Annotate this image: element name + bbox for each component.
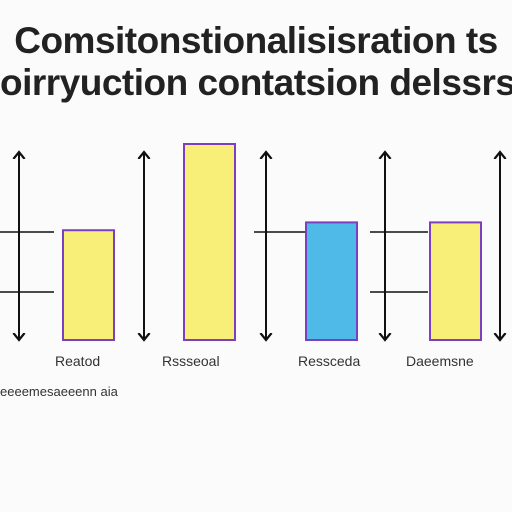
category-label-3: Ressceda bbox=[298, 353, 360, 369]
bar-series bbox=[63, 144, 481, 340]
category-label-2: Rssseoal bbox=[162, 353, 220, 369]
category-ticks: Reatod Rssseoal Ressceda Daeemsne bbox=[55, 353, 474, 369]
category-label-1: Reatod bbox=[55, 353, 100, 369]
chart-caption: eeeemesaeeenn aia bbox=[0, 384, 118, 399]
bar-4 bbox=[430, 222, 481, 340]
bar-2 bbox=[184, 144, 235, 340]
category-label-4: Daeemsne bbox=[406, 353, 474, 369]
bar-3 bbox=[306, 222, 357, 340]
bar-1 bbox=[63, 230, 114, 340]
